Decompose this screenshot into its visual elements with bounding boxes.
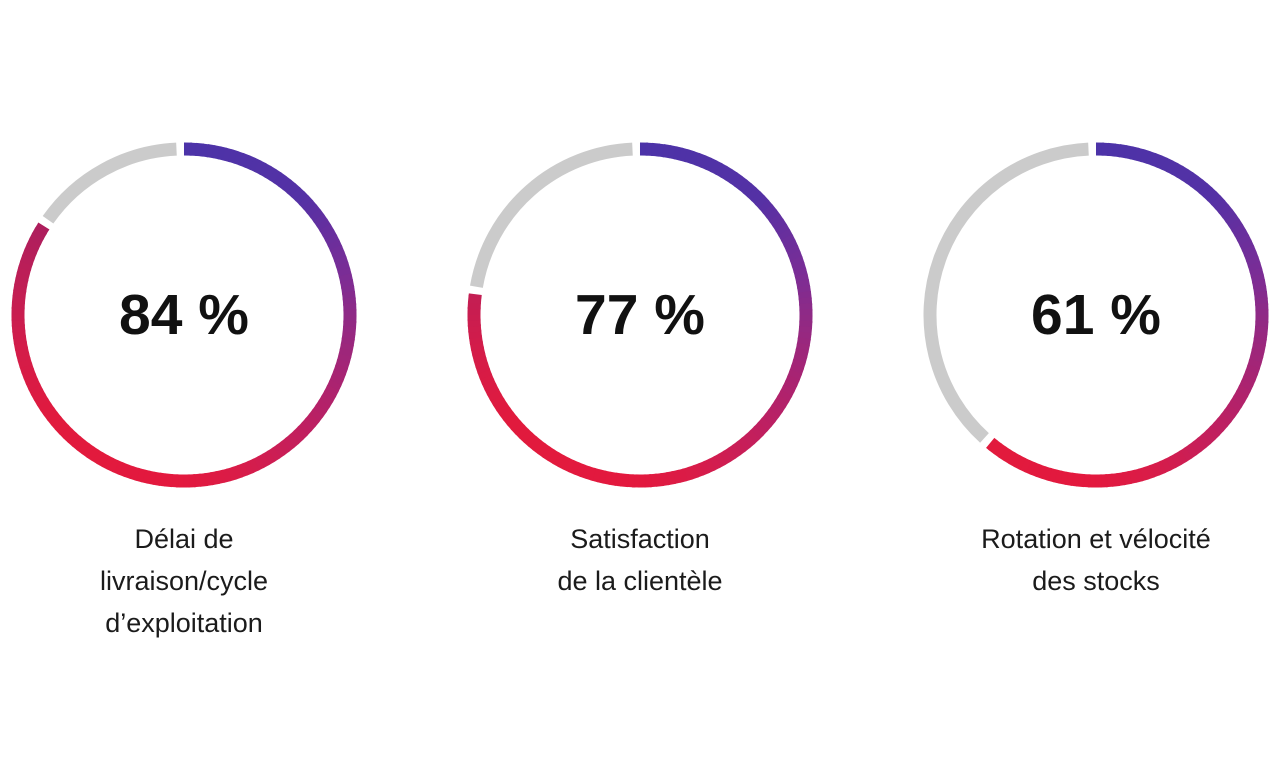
kpi-rotation-stocks: 61 % Rotation et vélocité des stocks <box>923 142 1269 644</box>
donut-chart-rotation: 61 % <box>923 142 1269 488</box>
metric-label-line: Satisfaction <box>570 524 710 554</box>
metric-label: Rotation et vélocité des stocks <box>981 518 1211 602</box>
donut-chart-delai: 84 % <box>11 142 357 488</box>
donut-center-value: 77 % <box>575 283 705 347</box>
metric-label-line: de la clientèle <box>557 566 723 596</box>
metric-label: Délai de livraison/cycle d’exploitation <box>100 518 268 644</box>
metric-label-line: Rotation et vélocité <box>981 524 1211 554</box>
donut-center-value: 84 % <box>119 283 249 347</box>
donut-ring <box>11 142 357 488</box>
donut-ring <box>923 142 1269 488</box>
kpi-satisfaction-clientele: 77 % Satisfaction de la clientèle <box>467 142 813 644</box>
donut-center-value: 61 % <box>1031 283 1161 347</box>
metric-label: Satisfaction de la clientèle <box>557 518 722 602</box>
kpi-delai-livraison: 84 % Délai de livraison/cycle d’exploitati… <box>11 142 357 644</box>
metric-label-line: livraison/cycle <box>99 566 269 596</box>
donut-chart-satisfaction: 77 % <box>467 142 813 488</box>
metric-label-line: Délai de <box>134 524 234 554</box>
metric-label-line: d’exploitation <box>105 608 263 638</box>
donut-ring <box>467 142 813 488</box>
metric-label-line: des stocks <box>1032 566 1160 596</box>
kpi-donut-row: 84 % Délai de livraison/cycle d’exploitati… <box>11 142 1269 644</box>
